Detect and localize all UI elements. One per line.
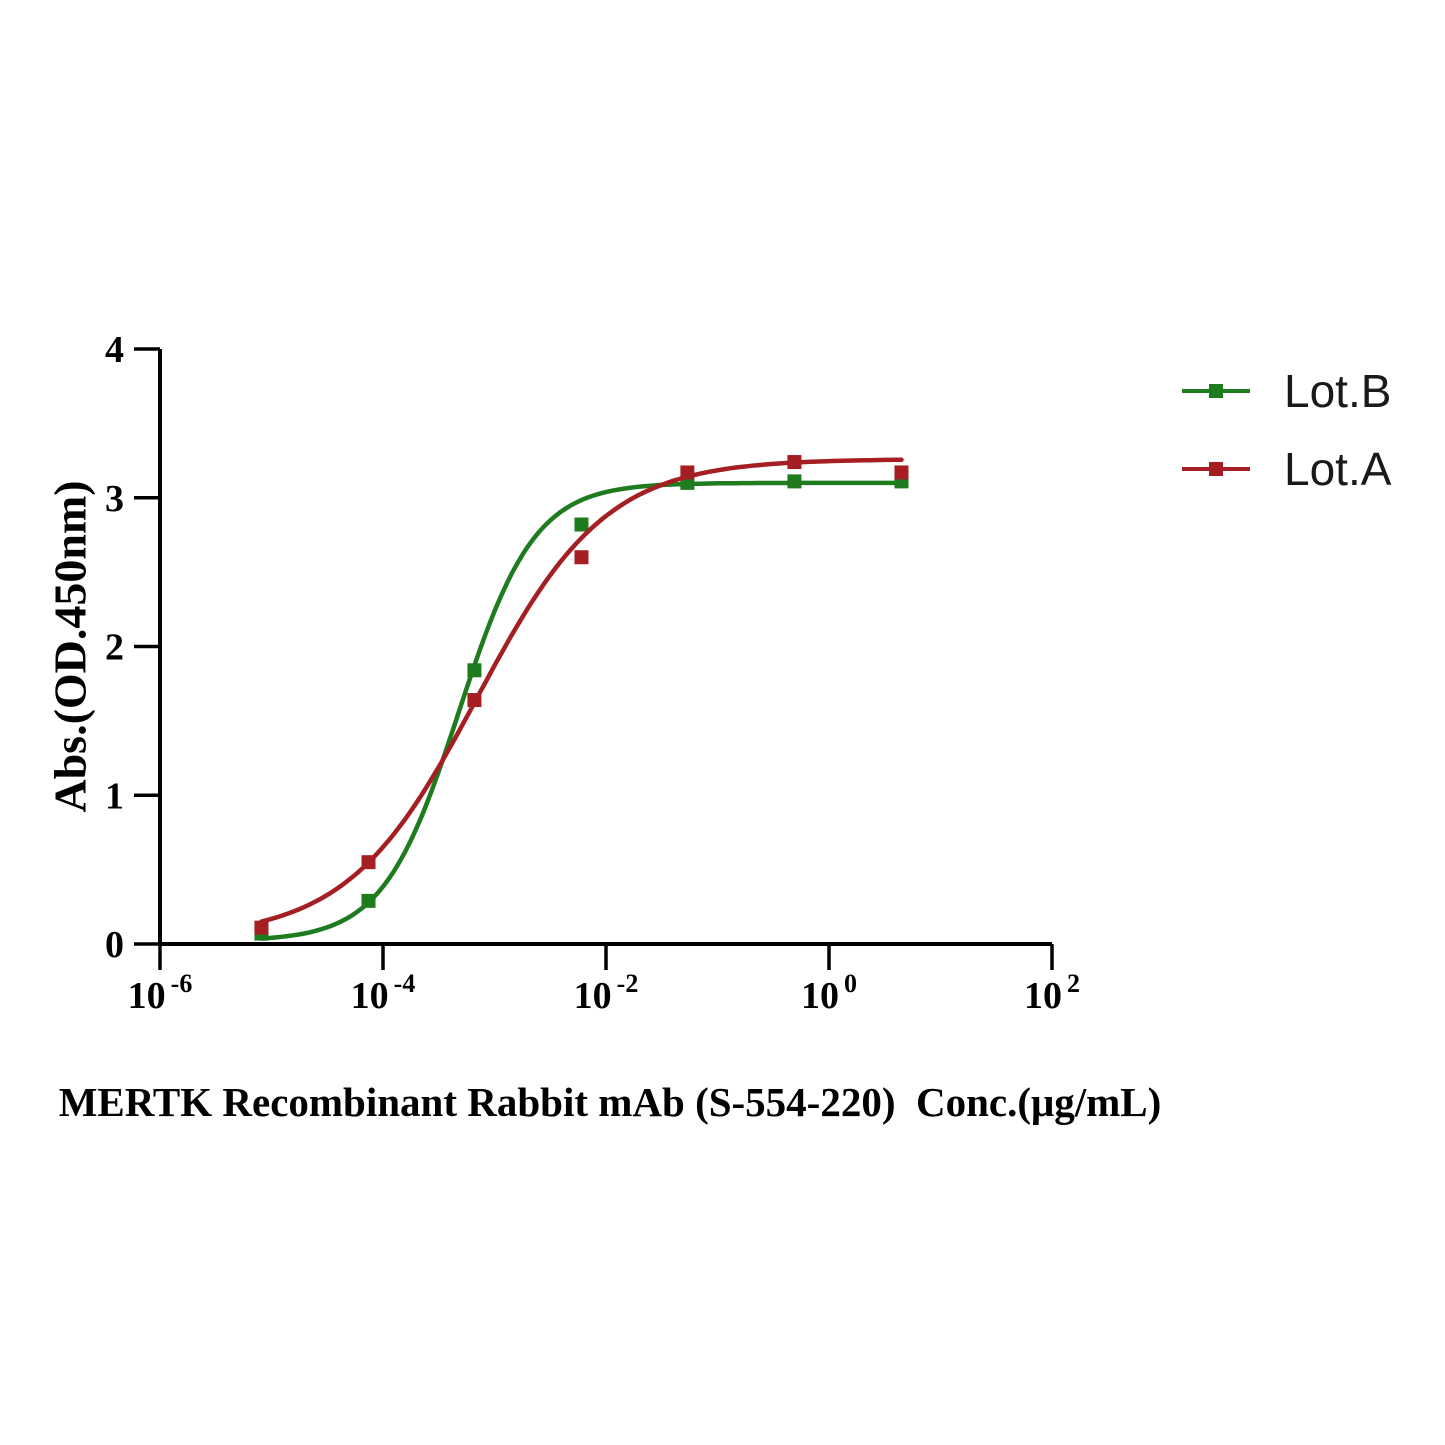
data-point-lot-b	[361, 893, 376, 908]
data-point-lot-b	[467, 663, 482, 678]
legend-item-lot-a: Lot.A	[1182, 442, 1391, 496]
legend-swatch-lot-b	[1182, 384, 1250, 398]
x-axis-title: MERTK Recombinant Rabbit mAb (S-554-220)…	[58, 1079, 1162, 1125]
y-tick-label: 4	[105, 329, 124, 371]
data-point-lot-a	[894, 465, 909, 480]
y-tick-label: 3	[105, 478, 124, 520]
legend-item-lot-b: Lot.B	[1182, 364, 1391, 418]
x-tick-label: 10 -2	[574, 969, 639, 1017]
data-point-lot-b	[787, 474, 802, 489]
x-tick-label: 10 2	[1024, 969, 1080, 1017]
y-tick-label: 0	[105, 924, 124, 966]
data-point-lot-a	[787, 455, 802, 470]
data-point-lot-a	[680, 465, 695, 480]
data-point-lot-a	[254, 920, 269, 935]
y-tick-label: 2	[105, 627, 124, 669]
data-point-lot-a	[361, 855, 376, 870]
legend-square-marker-icon	[1209, 384, 1223, 398]
y-tick-label: 1	[105, 775, 124, 817]
x-tick-label: 10 0	[801, 969, 857, 1017]
legend-label-lot-b: Lot.B	[1284, 365, 1392, 417]
legend: Lot.B Lot.A	[1182, 364, 1391, 496]
x-tick-label: 10 -6	[128, 969, 193, 1017]
x-tick-label: 10 -4	[351, 969, 416, 1017]
legend-swatch-lot-a	[1182, 462, 1250, 476]
legend-label-lot-a: Lot.A	[1284, 443, 1392, 495]
data-point-lot-b	[574, 517, 589, 532]
data-point-lot-a	[467, 693, 482, 708]
legend-square-marker-icon	[1209, 462, 1223, 476]
data-point-lot-a	[574, 550, 589, 565]
